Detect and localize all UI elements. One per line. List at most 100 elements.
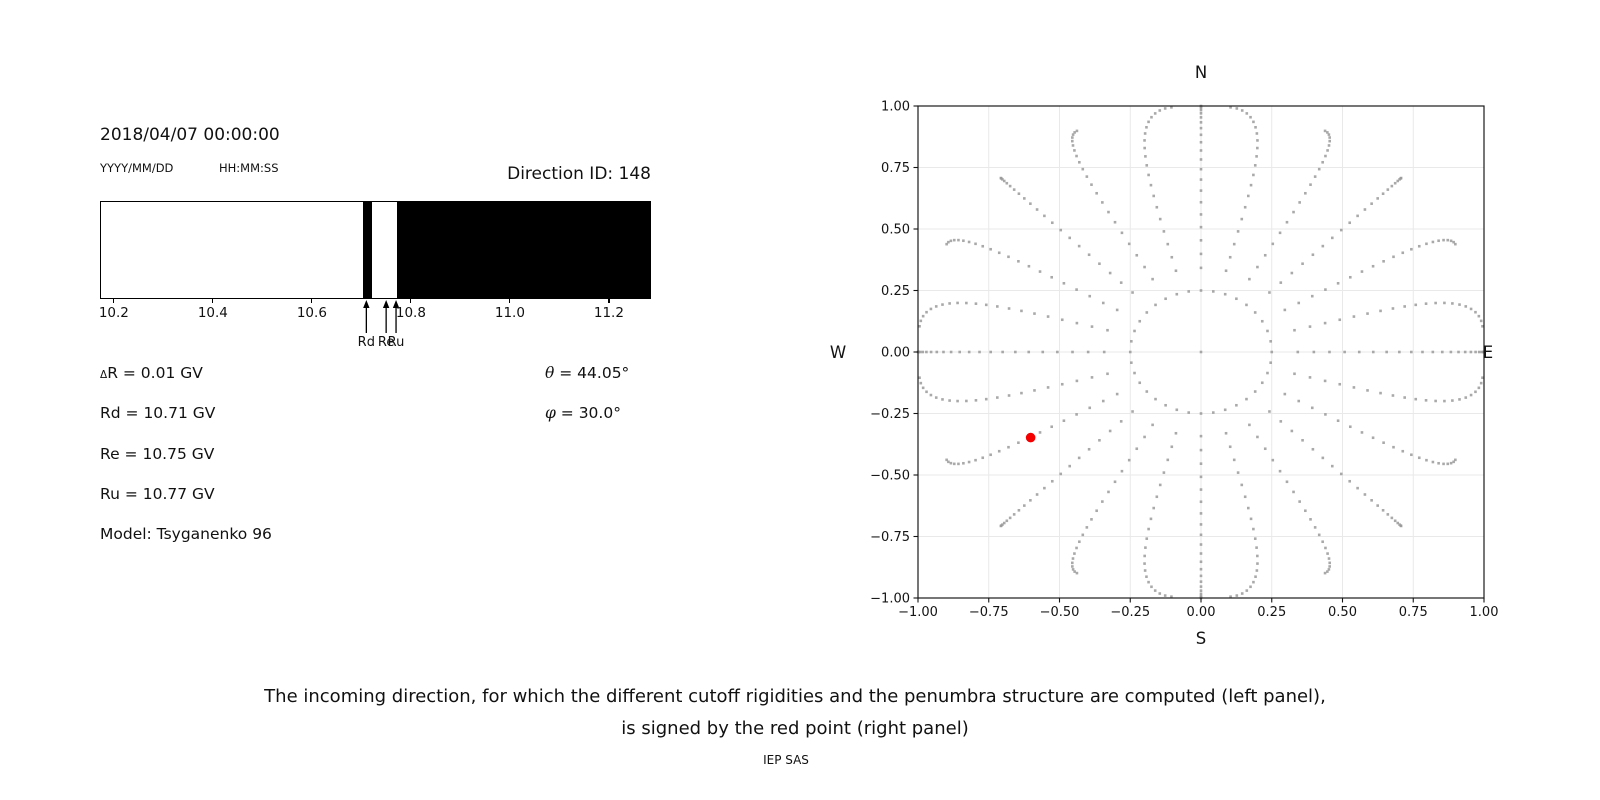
direction-dot: [1014, 350, 1017, 354]
direction-dot: [1073, 131, 1076, 134]
direction-dot: [1199, 178, 1203, 181]
direction-dot: [1135, 253, 1139, 257]
direction-dot: [1174, 269, 1178, 273]
direction-dot: [1414, 303, 1418, 307]
direction-dot: [1199, 552, 1203, 555]
direction-dot: [1029, 202, 1032, 205]
penumbra-x-tick: [113, 299, 115, 303]
delta-r-value: ΔR = 0.01 GV: [100, 364, 203, 382]
direction-dot: [947, 460, 950, 464]
direction-dot: [1311, 447, 1315, 451]
direction-dot: [1396, 521, 1400, 525]
direction-dot: [1474, 390, 1477, 394]
direction-dot: [1285, 220, 1289, 224]
direction-dot: [1452, 460, 1455, 464]
penumbra-x-tick-label: 11.0: [494, 305, 525, 321]
direction-dot: [1479, 319, 1483, 323]
direction-dot: [1147, 527, 1150, 531]
direction-dot: [1481, 324, 1484, 328]
arrow-head-Ru: [392, 300, 400, 308]
direction-dot: [1370, 202, 1373, 205]
penumbra-x-tick-label: 10.6: [296, 305, 327, 321]
theta-symbol: θ: [545, 364, 555, 382]
direction-dot: [1120, 469, 1124, 473]
direction-dot: [996, 305, 999, 308]
direction-dot: [1309, 518, 1312, 521]
direction-dot: [974, 399, 978, 402]
direction-dot: [1338, 382, 1342, 386]
direction-dot: [1199, 112, 1203, 115]
direction-dot: [918, 376, 921, 380]
caption-line-2: is signed by the red point (right panel): [621, 718, 969, 739]
direction-dot: [1199, 580, 1203, 583]
direction-dot: [1437, 461, 1440, 465]
direction-dot: [1410, 247, 1413, 251]
direction-dot: [941, 398, 944, 401]
direction-dot: [1060, 382, 1064, 386]
direction-dot: [1363, 493, 1367, 496]
direction-dot: [1443, 301, 1446, 305]
direction-dot: [1073, 149, 1076, 152]
x-tick-label: 0.25: [1257, 605, 1286, 620]
direction-dot: [1417, 244, 1421, 248]
direction-dot: [1381, 508, 1385, 512]
direction-dot: [1090, 325, 1094, 328]
direction-dot: [1266, 371, 1269, 375]
direction-dot: [1317, 167, 1321, 171]
direction-dot: [1199, 266, 1203, 270]
caption-line-1: The incoming direction, for which the di…: [264, 686, 1326, 707]
direction-dot: [1321, 160, 1324, 164]
direction-dot: [967, 240, 971, 244]
direction-dot: [1360, 270, 1364, 273]
direction-dot: [1012, 188, 1016, 191]
direction-dot: [1149, 183, 1153, 187]
direction-dot: [1327, 557, 1331, 560]
direction-dot: [1228, 445, 1232, 449]
direction-dot: [989, 350, 992, 354]
direction-dot: [1108, 429, 1112, 433]
direction-dot: [981, 456, 985, 460]
y-tick-label: 0.25: [881, 284, 910, 299]
date-format-label: YYYY/MM/DD: [100, 161, 174, 175]
x-tick-label: 0.75: [1399, 605, 1428, 620]
direction-dot: [1046, 315, 1050, 318]
direction-dot: [974, 242, 977, 246]
direction-dot: [1290, 271, 1294, 275]
direction-dot: [1449, 239, 1453, 243]
direction-dot: [1043, 486, 1046, 490]
direction-dot: [1255, 132, 1259, 135]
direction-dot: [1143, 265, 1146, 269]
direction-dot: [1007, 307, 1011, 310]
direction-dot: [1199, 167, 1203, 171]
direction-dot: [1133, 329, 1136, 333]
direction-dot: [1075, 413, 1078, 416]
direction-dot: [1012, 513, 1016, 516]
direction-id-label: Direction ID: 148: [507, 164, 651, 184]
direction-dot: [1150, 585, 1153, 589]
direction-dot: [1199, 567, 1203, 571]
y-tick-label: −1.00: [870, 592, 910, 607]
penumbra-x-tick-label: 10.4: [197, 305, 228, 321]
direction-dot: [1075, 288, 1078, 291]
direction-dot: [1271, 458, 1275, 462]
direction-dot: [1029, 499, 1032, 502]
direction-dot: [1170, 445, 1174, 449]
direction-dot: [1007, 255, 1010, 259]
y-tick-label: 0.75: [881, 161, 910, 176]
direction-dot: [1095, 191, 1098, 195]
direction-dot: [1199, 560, 1203, 564]
direction-dot: [1199, 475, 1203, 479]
arrow-label-Ru: Ru: [387, 335, 405, 350]
direction-dot: [1017, 260, 1020, 263]
direction-dot: [1440, 350, 1444, 354]
direction-dot: [1236, 230, 1240, 233]
direction-dot: [1317, 533, 1321, 537]
direction-dot: [1309, 183, 1312, 186]
direction-dot: [1101, 301, 1105, 305]
direction-dot: [1199, 462, 1203, 465]
direction-dot: [1410, 350, 1413, 354]
direction-dot: [984, 303, 988, 307]
direction-dot: [1143, 569, 1147, 572]
direction-dot: [1081, 167, 1085, 171]
direction-dot: [1336, 419, 1340, 423]
